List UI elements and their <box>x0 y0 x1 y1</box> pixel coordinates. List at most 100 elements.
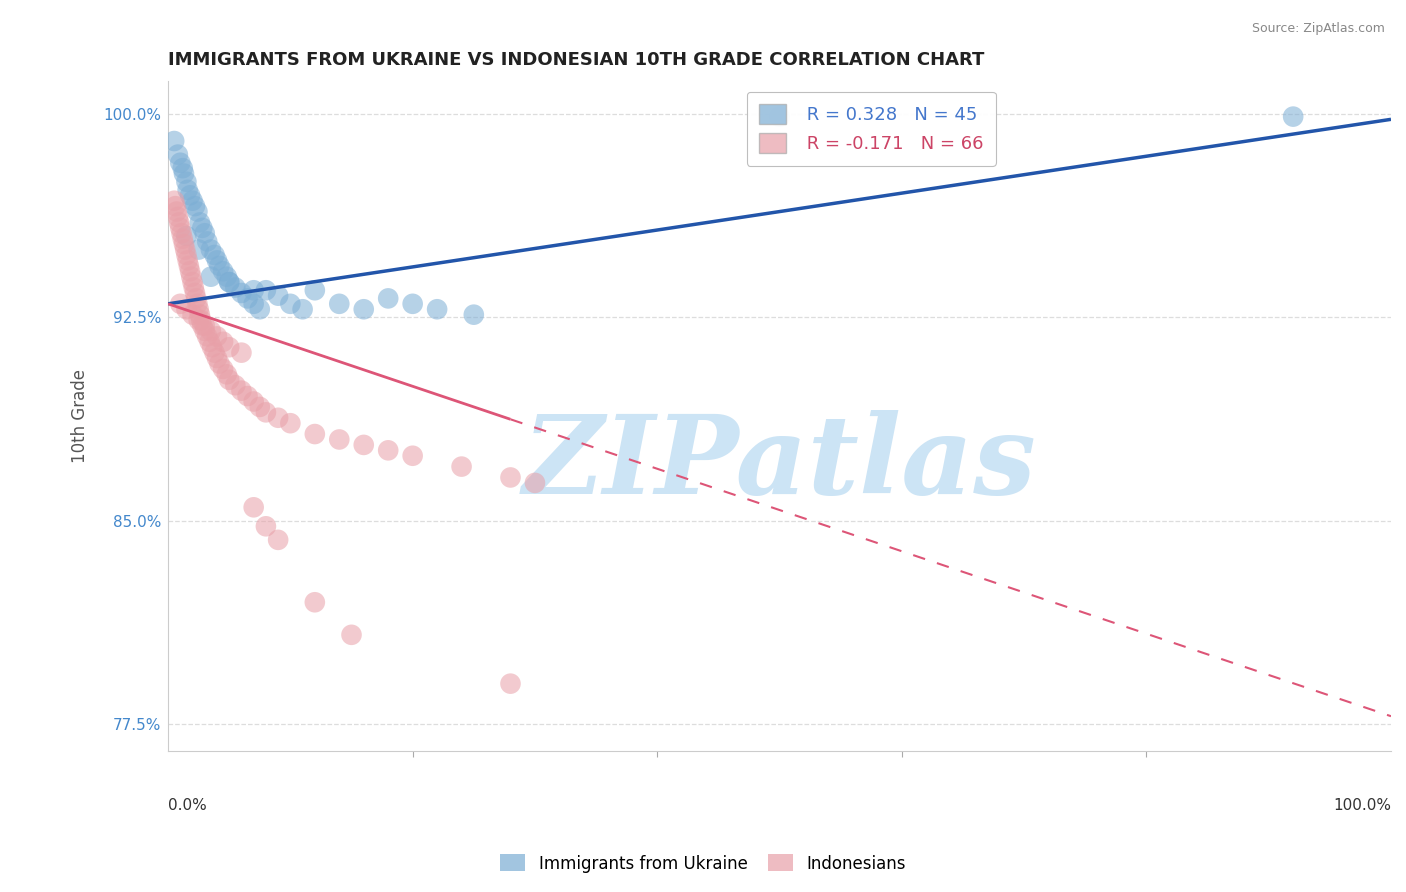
Point <box>188 308 211 322</box>
Text: ZIPatlas: ZIPatlas <box>523 409 1036 517</box>
Point <box>191 220 214 235</box>
Point <box>340 628 363 642</box>
Point <box>176 183 198 197</box>
Point <box>183 280 205 294</box>
Point <box>190 313 212 327</box>
Point <box>304 427 326 442</box>
Point <box>187 313 209 327</box>
Point <box>304 283 326 297</box>
Point <box>280 416 302 430</box>
Point <box>166 210 188 224</box>
Point <box>242 297 264 311</box>
Point <box>218 275 240 289</box>
Point <box>174 243 197 257</box>
Point <box>195 235 218 249</box>
Point <box>254 519 277 533</box>
Point <box>267 410 290 425</box>
Text: 0.0%: 0.0% <box>169 798 207 814</box>
Point <box>180 269 202 284</box>
Point <box>450 459 472 474</box>
Point <box>173 237 195 252</box>
Point <box>167 215 190 229</box>
Legend:  R = 0.328   N = 45,  R = -0.171   N = 66: R = 0.328 N = 45, R = -0.171 N = 66 <box>747 92 995 166</box>
Point <box>242 394 264 409</box>
Point <box>1282 110 1305 124</box>
Point <box>768 110 790 124</box>
Point <box>184 285 207 300</box>
Point <box>188 215 211 229</box>
Point <box>166 204 188 219</box>
Point <box>181 275 204 289</box>
Point <box>198 334 221 349</box>
Point <box>172 232 194 246</box>
Point <box>267 288 290 302</box>
Point <box>499 676 522 690</box>
Point <box>242 500 264 515</box>
Point <box>236 292 259 306</box>
Point <box>212 264 235 278</box>
Point <box>205 329 228 343</box>
Point <box>169 155 191 169</box>
Point <box>194 318 217 333</box>
Point <box>169 220 191 235</box>
Point <box>215 269 238 284</box>
Point <box>463 308 485 322</box>
Point <box>426 302 449 317</box>
Point <box>218 373 240 387</box>
Point <box>236 389 259 403</box>
Point <box>163 134 186 148</box>
Point <box>169 297 191 311</box>
Point <box>377 292 399 306</box>
Point <box>181 308 204 322</box>
Point <box>186 297 208 311</box>
Point <box>249 302 271 317</box>
Point <box>204 248 226 262</box>
Point <box>200 324 222 338</box>
Point <box>204 345 226 359</box>
Point <box>186 292 208 306</box>
Point <box>353 438 375 452</box>
Point <box>163 194 186 208</box>
Point <box>401 297 423 311</box>
Point <box>165 199 187 213</box>
Point <box>353 302 375 317</box>
Point <box>218 275 240 289</box>
Point <box>166 147 188 161</box>
Point <box>291 302 314 317</box>
Point <box>523 475 546 490</box>
Point <box>187 302 209 317</box>
Point <box>249 400 271 414</box>
Point <box>172 161 194 176</box>
Point <box>194 227 217 241</box>
Point <box>195 329 218 343</box>
Point <box>401 449 423 463</box>
Point <box>208 357 231 371</box>
Point <box>205 351 228 365</box>
Point <box>242 283 264 297</box>
Point <box>191 318 214 333</box>
Point <box>176 248 198 262</box>
Point <box>280 297 302 311</box>
Point <box>200 243 222 257</box>
Point <box>267 533 290 547</box>
Point <box>377 443 399 458</box>
Point <box>224 378 246 392</box>
Point <box>231 384 253 398</box>
Point <box>176 229 198 244</box>
Legend: Immigrants from Ukraine, Indonesians: Immigrants from Ukraine, Indonesians <box>494 847 912 880</box>
Point <box>173 167 195 181</box>
Point <box>194 324 217 338</box>
Point <box>179 188 201 202</box>
Point <box>205 253 228 268</box>
Point <box>208 259 231 273</box>
Point <box>254 283 277 297</box>
Point <box>176 253 198 268</box>
Point <box>218 340 240 354</box>
Point <box>231 285 253 300</box>
Point <box>224 280 246 294</box>
Point <box>187 243 209 257</box>
Point <box>201 340 224 354</box>
Point <box>181 194 204 208</box>
Text: IMMIGRANTS FROM UKRAINE VS INDONESIAN 10TH GRADE CORRELATION CHART: IMMIGRANTS FROM UKRAINE VS INDONESIAN 10… <box>169 51 984 69</box>
Point <box>200 269 222 284</box>
